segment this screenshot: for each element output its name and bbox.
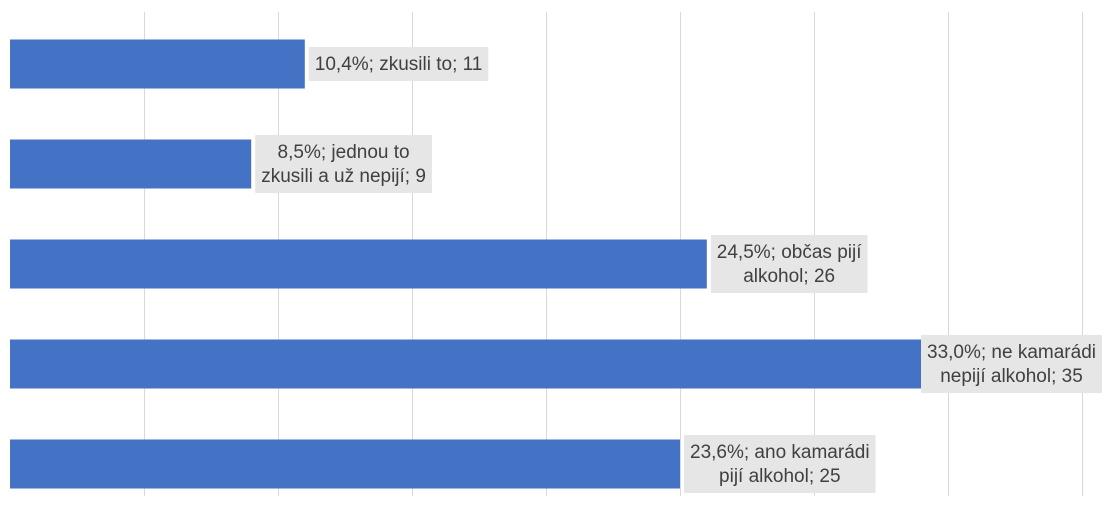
data-label-text: alkohol; 26 xyxy=(743,266,835,287)
data-label-background xyxy=(308,47,489,81)
bar-3 xyxy=(10,239,707,289)
data-label-1: 10,4%; zkusili to; 11 xyxy=(308,47,489,81)
data-label-text: 23,6%; ano kamarádi xyxy=(690,442,870,463)
data-label-3: 24,5%; občas pijí alkohol; 26 xyxy=(710,235,868,293)
data-label-text: pijí alkohol; 25 xyxy=(719,466,840,487)
bars xyxy=(10,39,948,489)
data-labels: 10,4%; zkusili to; 11 8,5%; jednou to zkus… xyxy=(255,47,1102,493)
bar-4 xyxy=(10,339,948,389)
data-label-5: 23,6%; ano kamarádi pijí alkohol; 25 xyxy=(684,435,876,493)
data-label-background xyxy=(684,435,876,493)
data-label-text: nepijí alkohol; 35 xyxy=(940,366,1083,387)
data-label-text: 33,0%; ne kamarádi xyxy=(927,342,1096,363)
data-label-text: 8,5%; jednou to xyxy=(278,142,410,163)
data-label-background xyxy=(255,135,432,193)
bar-2 xyxy=(10,139,252,189)
data-label-text: zkusili a už nepijí; 9 xyxy=(261,166,426,187)
data-label-text: 10,4%; zkusili to; 11 xyxy=(315,54,483,75)
bar-1 xyxy=(10,39,305,89)
bar-5 xyxy=(10,439,680,489)
data-label-background xyxy=(921,335,1102,393)
data-label-4: 33,0%; ne kamarádi nepijí alkohol; 35 xyxy=(921,335,1102,393)
data-label-background xyxy=(710,235,868,293)
data-label-2: 8,5%; jednou to zkusili a už nepijí; 9 xyxy=(255,135,432,193)
data-label-text: 24,5%; občas pijí xyxy=(717,242,862,263)
